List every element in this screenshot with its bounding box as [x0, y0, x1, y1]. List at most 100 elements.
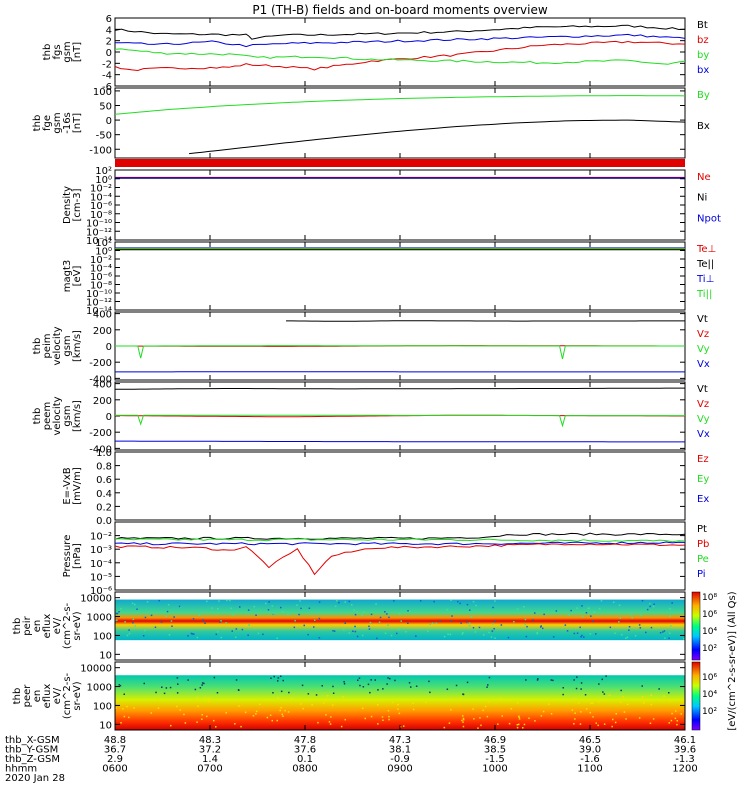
peer-speckle	[270, 678, 272, 680]
peer-speckle	[323, 702, 325, 704]
peir-speckle	[314, 620, 316, 622]
peer-speckle	[497, 723, 499, 725]
fge-ytick-label: -50	[96, 131, 112, 142]
peer-speckle	[574, 718, 576, 720]
peer-speckle	[609, 695, 611, 697]
peir-speckle	[391, 635, 393, 637]
peir-speckle	[345, 623, 347, 625]
peer-speckle	[161, 687, 163, 689]
peer-speckle	[183, 714, 185, 716]
peer-speckle	[238, 690, 240, 692]
efield-ytick-label: 0.4	[96, 489, 112, 500]
peir-speckle	[368, 626, 370, 628]
peer-speckle	[580, 688, 582, 690]
peer-speckle	[580, 711, 582, 713]
peer-speckle	[602, 691, 604, 693]
peer-speckle	[180, 709, 182, 711]
peer-speckle	[586, 708, 588, 710]
peem-series-Vy	[115, 415, 685, 426]
magt3-legend-3: Ti||	[696, 289, 712, 300]
peer-speckle	[368, 684, 370, 686]
peer-speckle	[671, 713, 673, 715]
peir-speckle	[409, 611, 411, 613]
peir-speckle	[254, 606, 256, 608]
peir-speckle	[614, 633, 616, 635]
peer-speckle	[382, 720, 384, 722]
peir-speckle	[649, 606, 651, 608]
peer-ylabel: sr-eV)	[72, 681, 83, 710]
peir-speckle	[439, 620, 441, 622]
peer-speckle	[653, 718, 655, 720]
peer-speckle	[369, 692, 371, 694]
peir-speckle	[473, 601, 475, 603]
peer-speckle	[517, 724, 519, 726]
pressure-legend-3: Pi	[697, 569, 706, 580]
fgs-legend-2: by	[697, 50, 709, 61]
peir-speckle	[351, 604, 353, 606]
peir-speckle	[494, 621, 496, 623]
peer-speckle	[416, 686, 418, 688]
peir-speckle	[469, 609, 471, 611]
peir-speckle	[116, 613, 118, 615]
peer-speckle	[345, 719, 347, 721]
peir-speckle	[621, 634, 623, 636]
peir-speckle	[670, 625, 672, 627]
peer-speckle	[377, 704, 379, 706]
peir-speckle	[457, 601, 459, 603]
peir-speckle	[294, 627, 296, 629]
peir-speckle	[630, 614, 632, 616]
peer-speckle	[213, 720, 215, 722]
peir-speckle	[199, 614, 201, 616]
peir-speckle	[248, 609, 250, 611]
peer-speckle	[291, 698, 293, 700]
peir-ytick-label: 1000	[87, 613, 112, 624]
peer-speckle	[461, 720, 463, 722]
peer-speckle	[170, 687, 172, 689]
peir-speckle	[543, 614, 545, 616]
peir-ylabel: sr-eV)	[72, 611, 83, 640]
peir-speckle	[294, 620, 296, 622]
peir-speckle	[151, 615, 153, 617]
fge-ytick-label: 100	[93, 87, 112, 98]
peir-speckle	[574, 633, 576, 635]
efield-ytick-label: 0.6	[96, 475, 112, 486]
peir-speckle	[211, 607, 213, 609]
xaxis-date: 2020 Jan 28	[5, 773, 65, 784]
peir-speckle	[268, 601, 270, 603]
peir-speckle	[319, 601, 321, 603]
pressure-series-Pb	[115, 544, 685, 575]
peir-speckle	[640, 627, 642, 629]
peir-speckle	[273, 613, 275, 615]
peir-speckle	[376, 638, 378, 640]
peir-speckle	[526, 636, 528, 638]
peir-speckle	[379, 621, 381, 623]
peer-speckle	[357, 680, 359, 682]
peer-speckle	[281, 691, 283, 693]
fgs-legend-3: bx	[697, 65, 709, 76]
fge-ytick-label: 0	[106, 116, 112, 127]
peer-speckle	[472, 708, 474, 710]
peer-speckle	[604, 723, 606, 725]
peir-speckle	[355, 614, 357, 616]
peir-speckle	[494, 637, 496, 639]
peir-speckle	[645, 632, 647, 634]
peer-speckle	[488, 701, 490, 703]
peer-speckle	[462, 715, 464, 717]
peir-speckle	[129, 633, 131, 635]
peir-speckle	[179, 606, 181, 608]
peir-speckle	[380, 617, 382, 619]
peer-speckle	[611, 726, 613, 728]
peir-speckle	[595, 633, 597, 635]
peir-ytick-label: 10	[99, 650, 112, 661]
peir-speckle	[420, 600, 422, 602]
peir-speckle	[467, 604, 469, 606]
peer-speckle	[462, 693, 464, 695]
peer-speckle	[644, 699, 646, 701]
efield-legend-0: Ez	[697, 454, 709, 465]
peer-speckle	[598, 701, 600, 703]
density-legend-0: Ne	[697, 172, 711, 183]
fge-series-By	[115, 96, 685, 115]
peir-speckle	[225, 622, 227, 624]
fge-ytick-label: -100	[89, 145, 112, 156]
